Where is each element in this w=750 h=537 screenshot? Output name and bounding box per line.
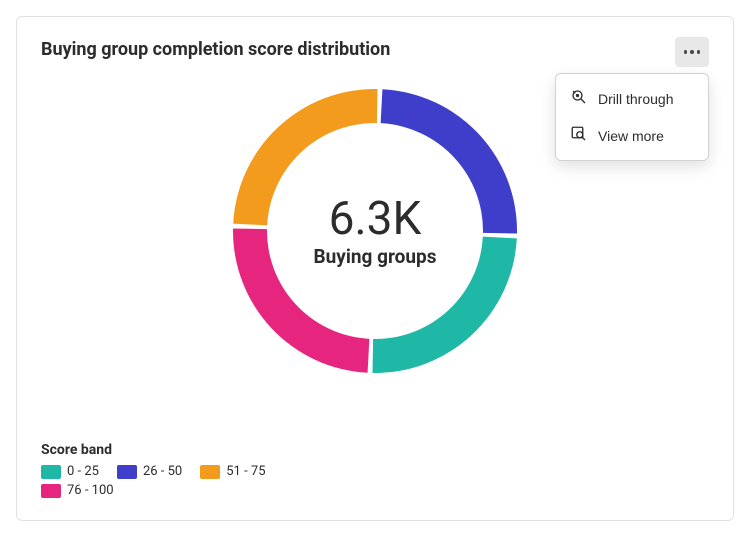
- legend-label: 51 - 75: [226, 464, 265, 479]
- donut-chart-wrap: 6.3K Buying groups: [41, 81, 709, 381]
- legend-swatch: [41, 465, 61, 479]
- donut-center: 6.3K Buying groups: [314, 194, 437, 268]
- more-icon-dot: [697, 50, 701, 54]
- card-header: Buying group completion score distributi…: [41, 39, 709, 67]
- legend-swatch: [200, 465, 220, 479]
- legend-swatch: [117, 465, 137, 479]
- donut-center-value: 6.3K: [314, 194, 437, 245]
- legend-row: 76 - 100: [41, 483, 266, 498]
- more-icon-dot: [690, 50, 694, 54]
- legend-item[interactable]: 26 - 50: [117, 464, 182, 479]
- more-icon-dot: [684, 50, 688, 54]
- legend-label: 26 - 50: [143, 464, 182, 479]
- legend-item[interactable]: 76 - 100: [41, 483, 114, 498]
- card-title: Buying group completion score distributi…: [41, 39, 390, 60]
- legend-label: 0 - 25: [67, 464, 99, 479]
- legend-swatch: [41, 484, 61, 498]
- more-button[interactable]: Drill through View more: [675, 37, 709, 67]
- legend-title: Score band: [41, 442, 266, 458]
- dashboard-card: Buying group completion score distributi…: [16, 16, 734, 521]
- legend: Score band 0 - 25 26 - 50 51 - 75 76 - 100: [41, 442, 266, 498]
- legend-label: 76 - 100: [67, 483, 114, 498]
- legend-item[interactable]: 0 - 25: [41, 464, 99, 479]
- legend-item[interactable]: 51 - 75: [200, 464, 265, 479]
- donut-center-label: Buying groups: [314, 245, 437, 268]
- legend-rows: 0 - 25 26 - 50 51 - 75 76 - 100: [41, 464, 266, 498]
- legend-row: 0 - 25 26 - 50 51 - 75: [41, 464, 266, 479]
